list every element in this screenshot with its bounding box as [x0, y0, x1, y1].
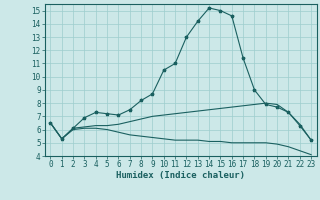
X-axis label: Humidex (Indice chaleur): Humidex (Indice chaleur)	[116, 171, 245, 180]
